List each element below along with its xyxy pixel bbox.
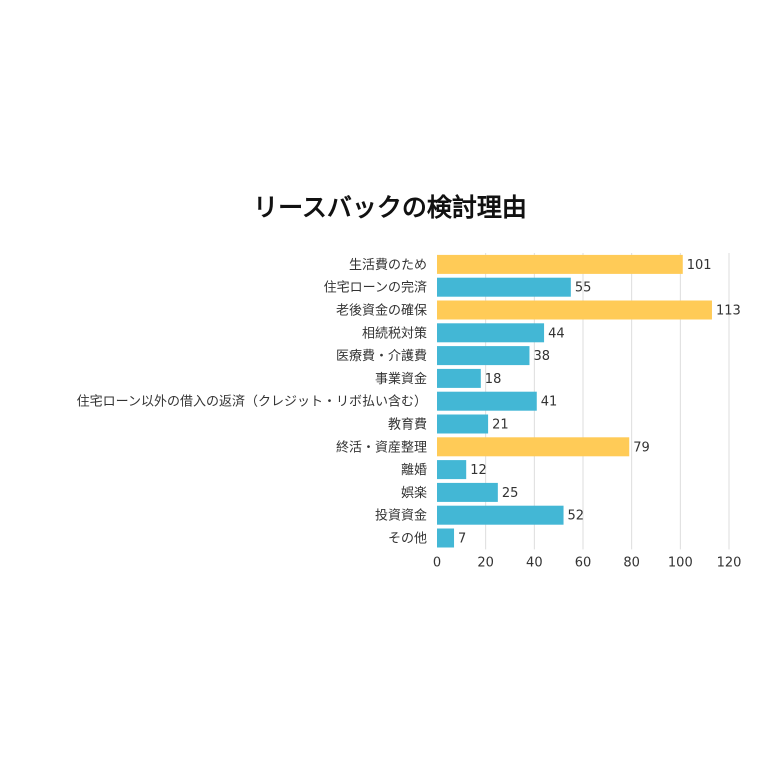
bar [437, 368, 481, 388]
data-label: 79 [633, 440, 650, 455]
category-label: 離婚 [401, 463, 427, 478]
data-label: 101 [687, 258, 712, 273]
category-label: 事業資金 [375, 371, 427, 387]
x-tick-label: 40 [526, 555, 543, 570]
data-label: 38 [533, 349, 550, 364]
bar [437, 346, 530, 366]
data-label: 18 [485, 372, 502, 387]
bar [437, 437, 630, 457]
x-tick-label: 60 [575, 555, 592, 570]
category-label: その他 [388, 532, 427, 547]
bar [437, 528, 455, 548]
bar [437, 254, 683, 274]
x-tick-label: 20 [477, 555, 494, 570]
bar [437, 460, 467, 480]
bar [437, 300, 712, 320]
bar [437, 391, 537, 411]
data-label: 21 [492, 418, 509, 433]
category-label: 終活・資産整理 [336, 439, 427, 455]
data-label: 41 [541, 395, 558, 410]
x-tick-label: 100 [668, 555, 693, 570]
data-label: 12 [470, 463, 487, 478]
bar [437, 414, 489, 434]
x-tick-label: 80 [623, 555, 640, 570]
bar [437, 277, 571, 297]
data-label: 44 [548, 326, 565, 341]
bar [437, 323, 545, 343]
x-tick-label: 120 [717, 555, 742, 570]
data-label: 25 [502, 486, 519, 501]
category-label: 娯楽 [401, 485, 427, 501]
category-label: 老後資金の確保 [336, 303, 427, 319]
chart-title: リースバックの検討理由 [253, 193, 527, 222]
data-label: 113 [716, 304, 741, 319]
category-label: 相続税対策 [362, 325, 427, 341]
data-label: 52 [568, 509, 585, 524]
category-label: 医療費・介護費 [336, 348, 427, 364]
category-label: 住宅ローンの完済 [324, 280, 427, 296]
data-label: 55 [575, 281, 592, 296]
category-label: 生活費のため [349, 258, 427, 273]
bar [437, 505, 564, 525]
category-label: 住宅ローン以外の借入の返済（クレジット・リボ払い含む） [77, 394, 427, 410]
x-tick-label: 0 [433, 555, 441, 570]
category-label: 投資資金 [375, 508, 427, 524]
bar [437, 482, 498, 502]
data-label: 7 [458, 532, 466, 547]
category-label: 教育費 [388, 417, 427, 433]
